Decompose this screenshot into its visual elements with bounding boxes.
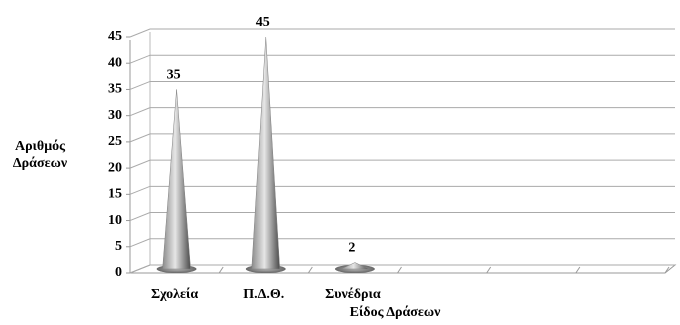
y-tick-label: 10 — [108, 213, 122, 228]
x-tick-label: Σχολεία — [151, 287, 198, 302]
y-axis-title: Αριθμός Δράσεων — [12, 139, 68, 171]
grid-line — [129, 159, 675, 169]
y-tick-label: 40 — [108, 55, 122, 70]
floor-divider — [486, 266, 492, 274]
grid-line — [129, 28, 675, 38]
grid-line — [129, 133, 675, 143]
floor-divider — [218, 266, 224, 274]
grid-line — [129, 80, 675, 90]
x-axis-title: Είδος Δράσεων — [350, 305, 441, 320]
y-tick-label: 15 — [108, 187, 122, 202]
grid-line — [129, 212, 675, 222]
y-tick-label: 5 — [115, 239, 122, 254]
y-tick-label: 30 — [108, 108, 122, 123]
grid-line — [129, 264, 675, 274]
cone — [162, 89, 191, 270]
x-tick-label: Π.Δ.Θ. — [243, 287, 284, 302]
x-tick-label: Συνέδρια — [325, 287, 381, 302]
cone — [251, 36, 281, 270]
y-tick-label: 25 — [108, 134, 122, 149]
floor — [129, 264, 677, 274]
grid-line — [129, 107, 675, 117]
grid-line — [129, 238, 675, 248]
y-tick-label: 20 — [108, 160, 122, 175]
cone — [340, 262, 370, 270]
data-label: 45 — [256, 15, 270, 30]
data-label: 35 — [167, 68, 181, 83]
floor-divider — [397, 266, 402, 274]
y-tick-label: 35 — [108, 82, 122, 97]
floor-divider — [664, 266, 670, 274]
floor-divider — [575, 266, 581, 274]
data-label: 2 — [348, 241, 355, 256]
grid-line — [129, 185, 675, 195]
y-tick-label: 45 — [108, 29, 122, 44]
y-tick-label: 0 — [115, 265, 122, 280]
grid-line — [129, 54, 675, 64]
floor-divider — [307, 266, 313, 274]
